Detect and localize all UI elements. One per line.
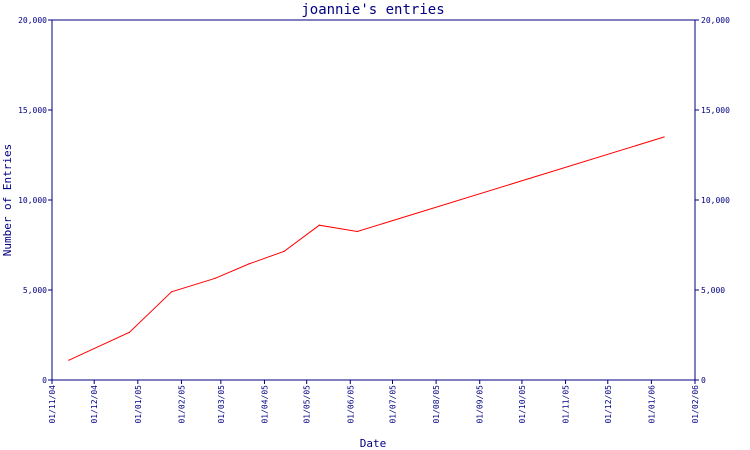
x-tick-label-13: 01/12/05 bbox=[604, 385, 613, 424]
y-tick-label-right-4: 20,000 bbox=[701, 16, 730, 25]
data-point-6 bbox=[318, 224, 320, 226]
plot-frame bbox=[51, 19, 696, 381]
series-layer bbox=[68, 136, 665, 361]
y-tick-label-right-3: 15,000 bbox=[701, 106, 730, 115]
x-tick-label-2: 01/01/05 bbox=[134, 385, 143, 424]
y-axis-right: 0 5,000 10,000 15,000 20,000 bbox=[695, 16, 730, 385]
y-tick-label-left-3: 15,000 bbox=[18, 106, 47, 115]
data-point-2 bbox=[170, 291, 173, 293]
x-tick-label-15: 01/02/06 bbox=[691, 385, 700, 424]
x-tick-label-9: 01/08/05 bbox=[432, 385, 441, 424]
y-tick-label-left-0: 0 bbox=[42, 376, 47, 385]
y-tick-label-left-2: 10,000 bbox=[18, 196, 47, 205]
x-tick-label-1: 01/12/04 bbox=[90, 385, 99, 424]
y-tick-label-right-2: 10,000 bbox=[701, 196, 730, 205]
x-tick-label-7: 01/06/05 bbox=[346, 385, 355, 424]
x-tick-label-11: 01/10/05 bbox=[518, 385, 527, 424]
data-point-5 bbox=[283, 250, 285, 252]
y-axis-label: Number of Entries bbox=[1, 144, 14, 257]
chart-title: joannie's entries bbox=[301, 2, 444, 18]
series-line-0 bbox=[68, 136, 665, 361]
x-tick-label-5: 01/04/05 bbox=[260, 385, 269, 424]
y-tick-label-right-0: 0 bbox=[701, 376, 706, 385]
y-tick-label-right-1: 5,000 bbox=[701, 286, 725, 295]
x-tick-label-12: 01/11/05 bbox=[562, 385, 571, 424]
x-tick-label-3: 01/02/05 bbox=[177, 385, 186, 424]
x-axis: 01/11/04 01/12/04 01/01/05 01/02/05 01/03/05… bbox=[48, 380, 700, 424]
x-tick-label-10: 01/09/05 bbox=[476, 385, 485, 424]
x-tick-label-0: 01/11/04 bbox=[48, 385, 57, 424]
data-point-7 bbox=[356, 230, 358, 233]
data-point-3 bbox=[214, 277, 216, 279]
data-point-8 bbox=[663, 136, 665, 138]
y-tick-label-left-1: 5,000 bbox=[23, 286, 47, 295]
y-axis-left: 0 5,000 10,000 15,000 20,000 bbox=[18, 16, 52, 385]
y-tick-label-left-4: 20,000 bbox=[18, 16, 47, 25]
x-axis-label: Date bbox=[360, 437, 387, 450]
x-tick-label-6: 01/05/05 bbox=[303, 385, 312, 424]
x-tick-label-8: 01/07/05 bbox=[388, 385, 397, 424]
data-point-0 bbox=[68, 359, 70, 361]
x-tick-label-4: 01/03/05 bbox=[217, 385, 226, 424]
data-point-1 bbox=[128, 331, 130, 333]
x-tick-label-14: 01/01/06 bbox=[647, 385, 656, 424]
data-point-4 bbox=[248, 263, 250, 265]
